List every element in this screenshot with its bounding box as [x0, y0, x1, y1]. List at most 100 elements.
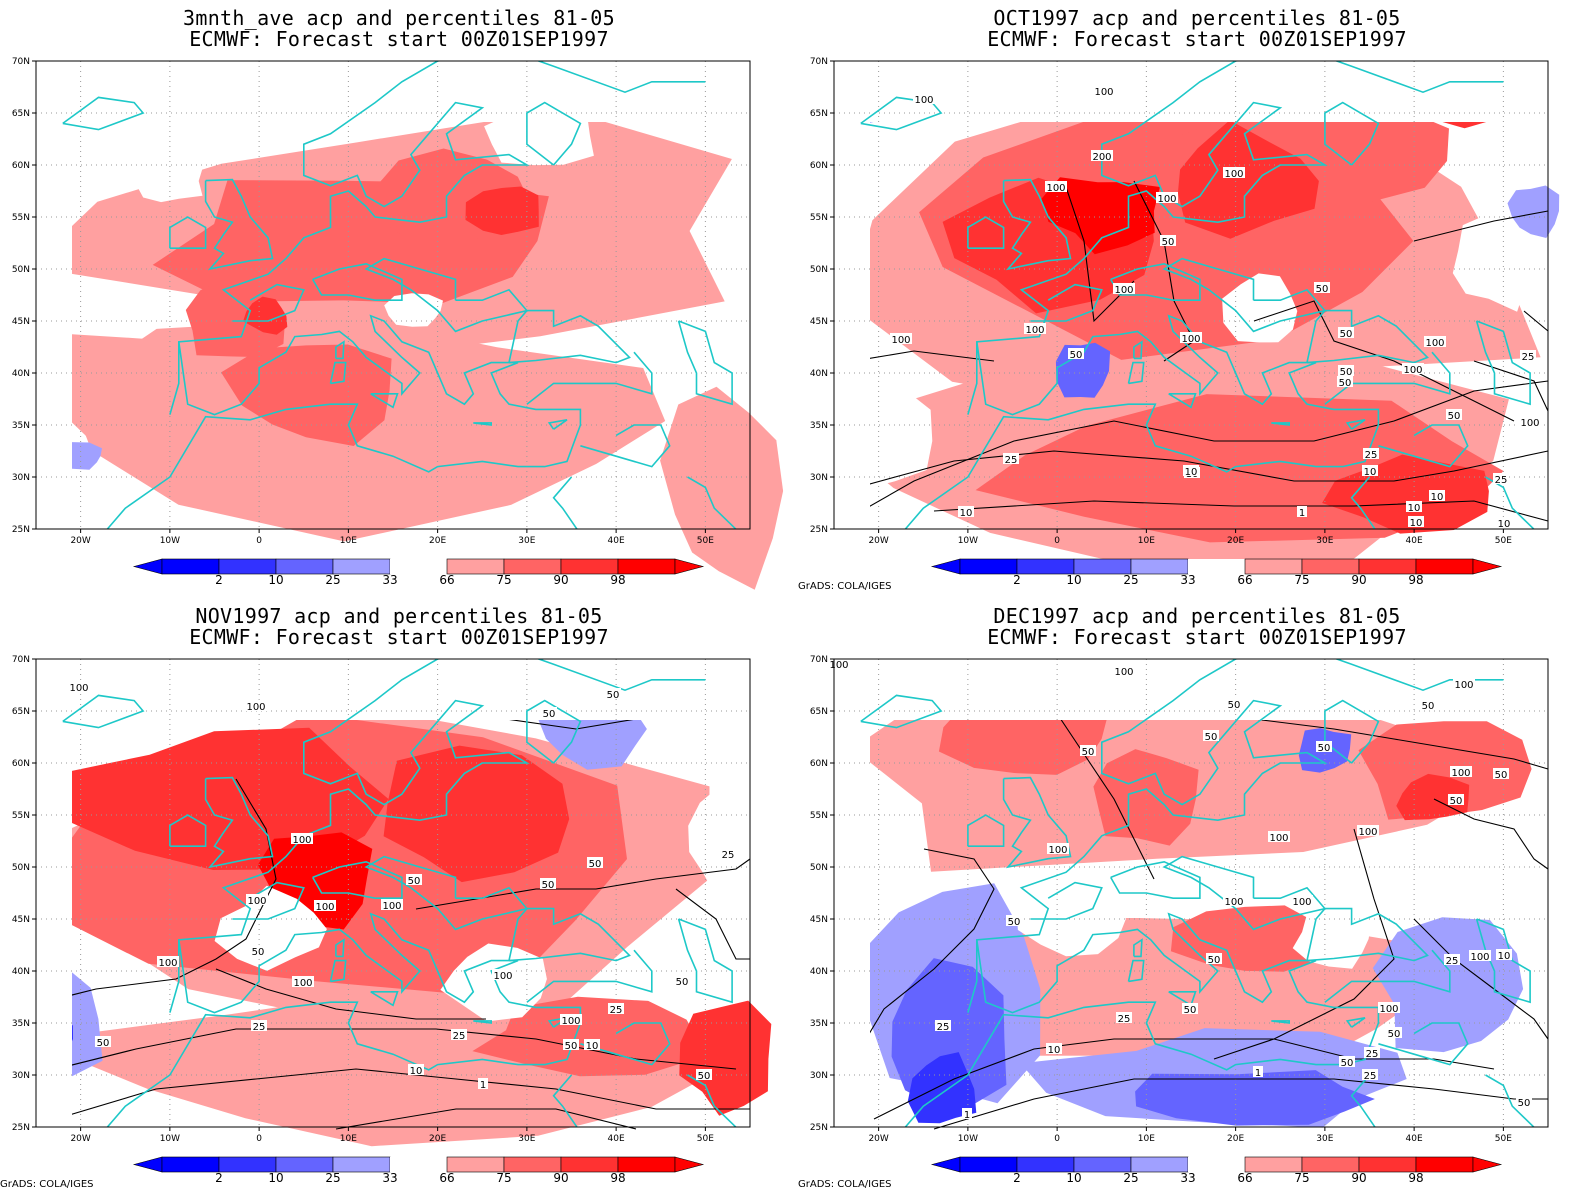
coastline	[526, 699, 582, 764]
colorbar-label: 25	[325, 1171, 340, 1185]
lat-tick-label: 30N	[12, 473, 30, 483]
contour-label: 25	[1365, 450, 1378, 461]
coastline	[1110, 262, 1201, 301]
coastlines	[860, 61, 1535, 529]
contour-label: 50	[252, 947, 265, 958]
shade-region	[1507, 185, 1560, 238]
contour-label: 25	[253, 1022, 266, 1033]
contour-label-bg	[1469, 950, 1491, 961]
colorbar-label: 33	[382, 1171, 397, 1185]
lat-tick-label: 40N	[810, 967, 828, 977]
contour-label: 25	[1364, 1071, 1377, 1082]
contour-label-bg	[1450, 766, 1472, 777]
coastline	[169, 659, 706, 1013]
contour-label: 100	[1292, 897, 1311, 908]
colorbar-segment	[390, 559, 447, 574]
coastline	[364, 257, 529, 333]
shade-region	[72, 442, 102, 470]
shade-region	[1093, 749, 1199, 846]
lat-tick-label: 55N	[12, 811, 30, 821]
lat-tick-label: 40N	[12, 369, 30, 379]
contour-label-bg	[381, 899, 403, 910]
coastline	[1345, 419, 1366, 430]
contour-line	[1253, 300, 1515, 422]
lon-tick-label: 30E	[1316, 536, 1333, 546]
colorbar-label: 98	[610, 573, 625, 587]
colorbar-arrow-high	[1472, 558, 1503, 575]
contour-label: 25	[453, 1031, 466, 1042]
lat-tick-label: 65N	[12, 109, 30, 119]
contour-label-bg	[292, 976, 314, 987]
contour-label-bg	[1297, 506, 1307, 517]
lat-tick-label: 60N	[12, 759, 30, 769]
contour-label: 50	[543, 709, 556, 720]
contour-label: 50	[589, 859, 602, 870]
contour-label: 100	[1157, 194, 1176, 205]
lon-tick-label: 20E	[1227, 536, 1244, 546]
colorbar-label: 33	[382, 573, 397, 587]
contour-label-bg	[1402, 363, 1424, 374]
map-frame	[35, 60, 751, 530]
lat-tick-label: 45N	[810, 915, 828, 925]
contour-label: 100	[69, 683, 88, 694]
contour-label-bg	[1338, 327, 1354, 338]
contour-label-bg	[1291, 895, 1313, 906]
contour-label: 100	[1269, 833, 1288, 844]
contour-label: 100	[493, 971, 512, 982]
colorbar-arrow-high	[674, 1156, 705, 1173]
lat-tick-label: 55N	[810, 213, 828, 223]
coastline	[547, 419, 568, 430]
contour-label-bg	[1091, 150, 1113, 161]
colorbar-label: 90	[553, 573, 568, 587]
contour-label: 50	[1070, 350, 1083, 361]
map-frame	[833, 60, 1549, 530]
colorbar-segment	[560, 1156, 619, 1173]
contour-label-bg	[935, 1020, 951, 1031]
coastline	[1485, 1074, 1535, 1127]
contour-label: 100	[914, 95, 933, 106]
lat-tick-label: 70N	[12, 655, 30, 665]
contour-label: 100	[1520, 418, 1539, 429]
contour-lines	[870, 720, 1549, 1130]
coastline	[677, 918, 733, 1004]
contour-label-bg	[1113, 665, 1135, 676]
contour-label: 50	[1205, 732, 1218, 743]
coastline	[526, 101, 582, 166]
map-canvas: 20W 10W 0 10E 20E 30E 40E 50E 70N 65N 60N 55N 50N 45N…	[12, 57, 784, 590]
contour-label: 50	[1422, 701, 1435, 712]
contour-label: 100	[1379, 1004, 1398, 1015]
lat-tick-label: 70N	[810, 57, 828, 67]
contour-label-bg	[674, 975, 690, 986]
contour-label-bg	[1116, 1012, 1132, 1023]
grid-lines	[36, 659, 750, 1127]
contour-label-bg	[608, 1003, 624, 1014]
lon-tick-label: 40E	[608, 1134, 625, 1144]
contour-label: 100	[1224, 897, 1243, 908]
contour-label: 25	[937, 1022, 950, 1033]
colorbar-segment	[1130, 558, 1189, 575]
contour-line	[1523, 310, 1549, 332]
lon-tick-label: 50E	[1495, 536, 1512, 546]
contour-label: 100	[1425, 338, 1444, 349]
contour-label-bg	[1446, 409, 1462, 420]
contour-label-bg	[1493, 473, 1509, 484]
coastlines	[62, 61, 737, 529]
colorbar-label: 90	[1351, 1171, 1366, 1185]
contour-label-bg	[540, 878, 556, 889]
contour-label-bg	[913, 93, 935, 104]
coastline	[508, 907, 631, 962]
contour-label-bg	[1156, 192, 1178, 203]
coastline	[904, 912, 1380, 1127]
contour-label: 100	[1094, 87, 1113, 98]
contour-label: 50	[1318, 743, 1331, 754]
colorbar-label: 2	[215, 573, 223, 587]
contour-label: 100	[246, 702, 265, 713]
lon-tick-label: 10W	[958, 1134, 978, 1144]
contour-label-bg	[696, 1069, 712, 1080]
contour-label: 10	[960, 508, 973, 519]
lat-tick-label: 25N	[810, 1123, 828, 1133]
contour-label: 100	[1403, 365, 1422, 376]
lon-tick-label: 50E	[697, 1134, 714, 1144]
